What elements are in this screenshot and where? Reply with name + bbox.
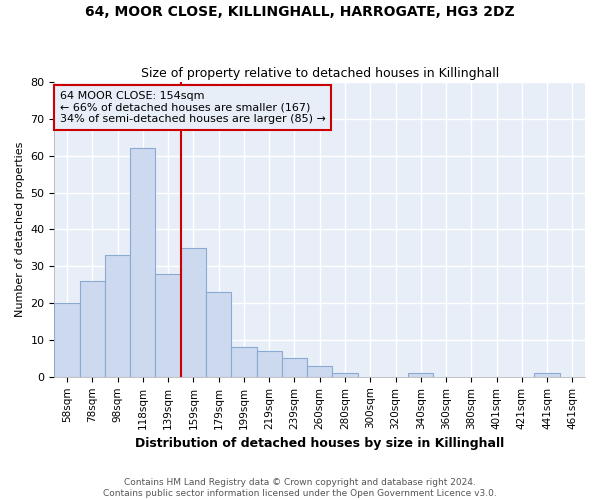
Bar (55, 303, 80, 377)
Bar (206, 292, 231, 377)
Bar (155, 274, 181, 377)
Bar (332, 373, 358, 377)
Bar (535, 373, 560, 377)
Bar (181, 248, 206, 377)
Text: 64, MOOR CLOSE, KILLINGHALL, HARROGATE, HG3 2DZ: 64, MOOR CLOSE, KILLINGHALL, HARROGATE, … (85, 5, 515, 19)
Bar (130, 148, 155, 377)
Bar (408, 373, 433, 377)
Y-axis label: Number of detached properties: Number of detached properties (15, 142, 25, 317)
X-axis label: Distribution of detached houses by size in Killinghall: Distribution of detached houses by size … (135, 437, 505, 450)
Title: Size of property relative to detached houses in Killinghall: Size of property relative to detached ho… (140, 66, 499, 80)
Text: 64 MOOR CLOSE: 154sqm
← 66% of detached houses are smaller (167)
34% of semi-det: 64 MOOR CLOSE: 154sqm ← 66% of detached … (60, 91, 326, 124)
Bar (80, 281, 105, 377)
Bar (282, 358, 307, 377)
Bar (231, 348, 257, 377)
Text: Contains HM Land Registry data © Crown copyright and database right 2024.
Contai: Contains HM Land Registry data © Crown c… (103, 478, 497, 498)
Bar (105, 255, 130, 377)
Bar (307, 366, 332, 377)
Bar (257, 351, 282, 377)
